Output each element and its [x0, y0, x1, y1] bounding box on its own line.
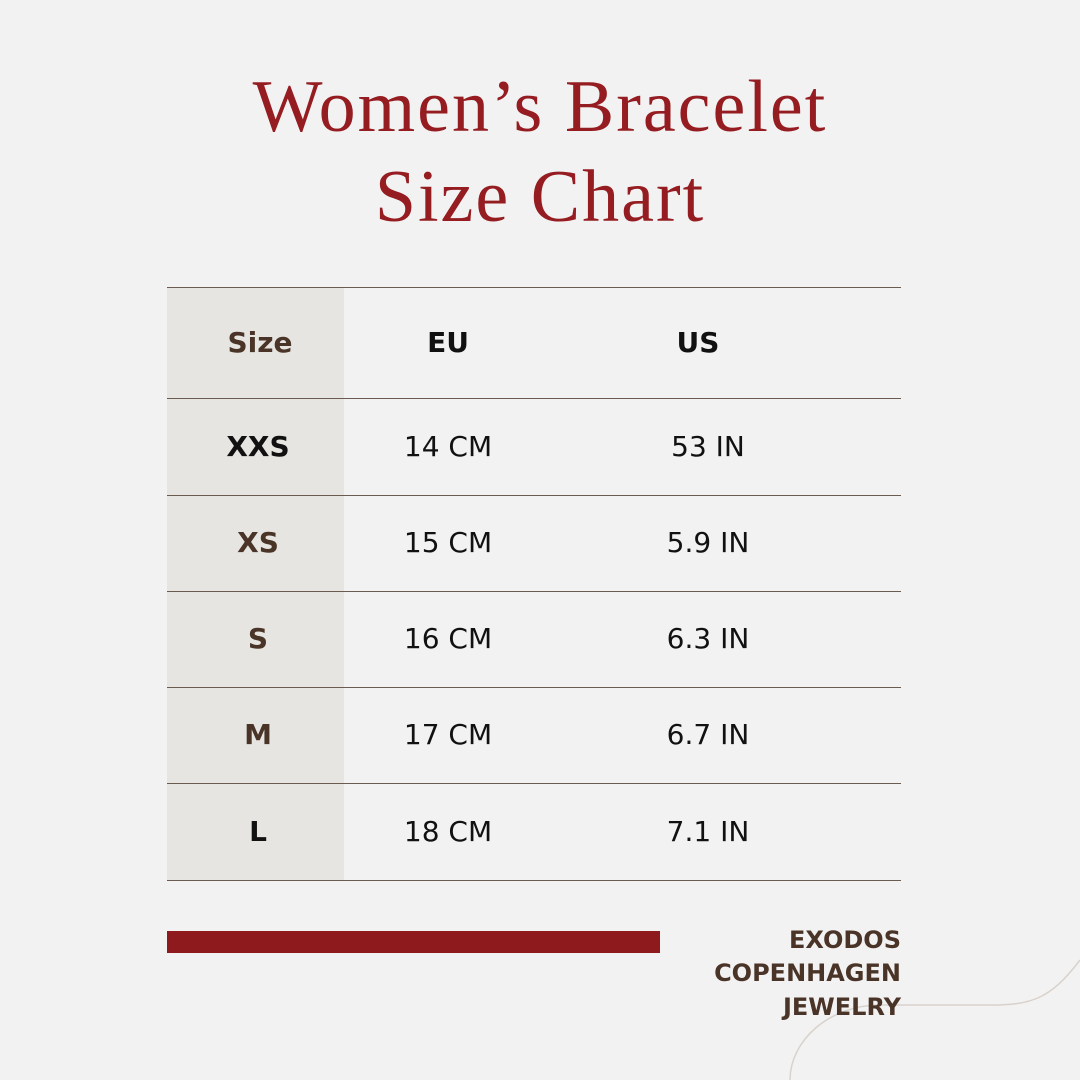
size-cell: S — [247, 622, 269, 655]
size-cell: XS — [237, 526, 279, 559]
size-column-bg — [167, 288, 344, 880]
row-divider — [167, 783, 901, 784]
size-cell: XXS — [226, 429, 290, 463]
row-divider — [167, 591, 901, 592]
value-cell: 16 CM — [403, 622, 493, 655]
value-cell: 6.3 IN — [666, 622, 750, 655]
row-divider — [167, 495, 901, 496]
header-cell: Size — [227, 326, 293, 359]
value-cell: 18 CM — [403, 814, 493, 848]
brand-line: JEWELRY — [782, 993, 901, 1021]
value-cell: 6.7 IN — [666, 718, 750, 751]
size-cell: M — [244, 718, 272, 751]
value-cell: 5.9 IN — [666, 526, 750, 559]
value-cell: 14 CM — [403, 429, 493, 463]
accent-bar — [167, 931, 660, 953]
row-divider — [167, 880, 901, 881]
row-divider — [167, 398, 901, 399]
title-line: Size Chart — [374, 156, 706, 238]
value-cell: 53 IN — [671, 429, 745, 463]
header-cell: EU — [427, 326, 469, 359]
header-cell: US — [676, 326, 720, 359]
value-cell: 17 CM — [403, 718, 493, 751]
row-divider — [167, 687, 901, 688]
size-cell: L — [249, 814, 267, 848]
value-cell: 15 CM — [403, 526, 493, 559]
brand-line: EXODOS — [788, 926, 901, 954]
brand-line: COPENHAGEN — [714, 959, 901, 987]
row-divider — [167, 287, 901, 288]
value-cell: 7.1 IN — [666, 814, 750, 848]
title-line: Women’s Bracelet — [252, 66, 828, 148]
